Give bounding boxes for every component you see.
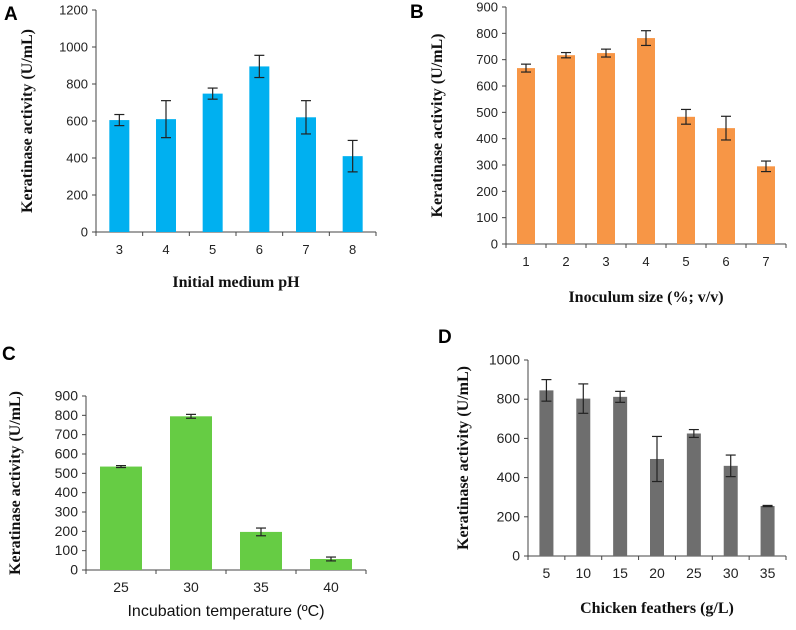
panel-b-y-axis-title: Keratinase activity (U/mL) [429,34,446,218]
panel-b-x-tick-label: 3 [602,254,609,269]
panel-a-x-tick-label: 5 [209,242,216,257]
panel-d-x-axis-title: Chicken feathers (g/L) [580,600,734,617]
panel-d-x-tick-label: 15 [612,565,628,581]
panel-b-x-tick-label: 5 [682,254,689,269]
panel-c-bar-35 [240,531,282,570]
panel-b-y-tick-label: 200 [476,184,498,199]
panel-c-y-tick-label: 800 [55,407,79,423]
panel-b-y-tick-label: 300 [476,158,498,173]
panel-b-x-tick-label: 4 [642,254,649,269]
panel-d-y-tick-label: 200 [497,508,521,524]
panel-c-bar-25 [100,466,142,570]
panel-a-y-tick-label: 1000 [59,40,88,55]
panel-c-label: C [2,344,16,365]
panel-d-y-tick-label: 0 [512,548,520,564]
panel-c-y-tick-label: 500 [55,465,79,481]
panel-d-x-tick-label: 20 [649,565,665,581]
panel-c-x-axis-title: Incubation temperature (ºC) [127,603,324,620]
panel-a-y-tick-label: 0 [81,225,88,240]
panel-c-bar-30 [170,416,212,570]
panel-a-x-axis-title: Initial medium pH [172,274,300,291]
panel-b-y-tick-label: 500 [476,105,498,120]
panel-d-x-tick-label: 5 [543,565,551,581]
panel-a-x-tick-label: 7 [302,242,309,257]
panel-b-bar-1 [517,68,535,245]
panel-c-y-tick-label: 200 [55,523,79,539]
panel-d-label: D [438,327,452,348]
panel-b-x-tick-label: 2 [562,254,569,269]
panel-d-y-tick-label: 400 [497,469,521,485]
panel-d-y-tick-label: 1000 [489,352,520,368]
panel-c-y-tick-label: 700 [55,426,79,442]
panel-a-x-tick-label: 4 [162,242,169,257]
panel-c-y-tick-label: 400 [55,484,79,500]
panel-d-x-tick-label: 10 [575,565,591,581]
panel-a-bar-8 [342,156,363,232]
panel-b-bar-3 [597,53,615,245]
panel-c-y-tick-label: 0 [70,562,78,578]
panel-a-y-axis-title: Keratinase activity (U/mL) [19,29,36,213]
panel-a-bar-6 [249,66,270,232]
panel-d-bar-20 [650,458,664,556]
panel-d-x-tick-label: 25 [686,565,702,581]
panel-b-x-axis-title: Inoculum size (%; v/v) [568,289,723,306]
panel-a-x-tick-label: 8 [349,242,356,257]
panel-c-x-tick-label: 40 [323,579,339,595]
panel-d-bar-25 [686,433,701,556]
panel-b-y-tick-label: 800 [476,26,498,41]
panel-c-y-tick-label: 600 [55,446,79,462]
panel-b-bar-5 [677,116,695,244]
panel-b-y-tick-label: 600 [476,79,498,94]
panel-d-bar-5 [539,390,554,556]
panel-b-bar-4 [637,38,655,244]
panel-b-y-tick-label: 900 [476,0,498,15]
panel-a-y-tick-label: 1200 [59,3,88,18]
panel-c-x-tick-label: 35 [253,579,269,595]
panel-b-bar-2 [557,55,575,244]
panel-a-x-tick-label: 3 [116,242,123,257]
panel-a-x-tick-label: 6 [256,242,263,257]
panel-c-x-tick-label: 30 [183,579,199,595]
panel-d-bar-30 [723,465,738,556]
panel-b-x-tick-label: 6 [722,254,729,269]
panel-c-bar-40 [310,558,352,570]
panel-b-bar-7 [757,166,775,244]
panel-a-y-tick-label: 400 [66,151,88,166]
panel-c-y-axis-title: Keratinase activity (U/mL) [7,391,24,575]
panel-b-x-tick-label: 7 [762,254,769,269]
panel-a-y-tick-label: 200 [66,188,88,203]
panel-a-y-tick-label: 600 [66,114,88,129]
panel-d-bar-15 [613,396,628,556]
panel-d-y-tick-label: 800 [497,391,521,407]
panel-a-bar-3 [109,120,130,232]
panel-b-y-tick-label: 400 [476,131,498,146]
panel-b-y-tick-label: 700 [476,52,498,67]
panel-a-bar-5 [202,93,223,233]
panel-b-x-tick-label: 1 [522,254,529,269]
panel-d: D 0 200 400 600 800 1000 5 10 15 20 25 30 35 Chicken f… [438,327,787,617]
panel-d-x-tick-label: 30 [723,565,739,581]
panel-b-y-tick-label: 0 [491,237,498,252]
panel-a-y-tick-label: 800 [66,77,88,92]
panel-d-y-tick-label: 600 [497,430,521,446]
panel-d-y-axis-title: Keratinase activity (U/mL) [455,366,472,550]
panel-c: C 0 100 200 300 400 500 600 700 800 900 25 30 35 40 Inc… [2,344,367,620]
panel-b-bar-6 [717,128,735,244]
panel-b: B 0 100 200 300 400 500 600 700 800 900 1 2 3 4 5 6 7 Inoc… [410,0,787,306]
panel-a: A 0 200 400 600 800 1000 1200 3 4 5 6 7 8 Initial medi… [4,3,377,291]
panel-d-bar-35 [760,506,775,556]
panel-c-y-tick-label: 300 [55,504,79,520]
panel-a-bar-4 [156,119,176,232]
panel-b-label: B [410,2,424,23]
panel-c-x-tick-label: 25 [113,579,129,595]
panel-d-bar-10 [576,398,591,556]
panel-a-label: A [4,4,18,25]
panel-d-x-tick-label: 35 [760,565,776,581]
panel-c-y-tick-label: 900 [55,388,79,404]
panel-b-y-tick-label: 100 [476,210,498,225]
panel-a-bar-7 [296,117,316,232]
panel-c-y-tick-label: 100 [55,542,79,558]
